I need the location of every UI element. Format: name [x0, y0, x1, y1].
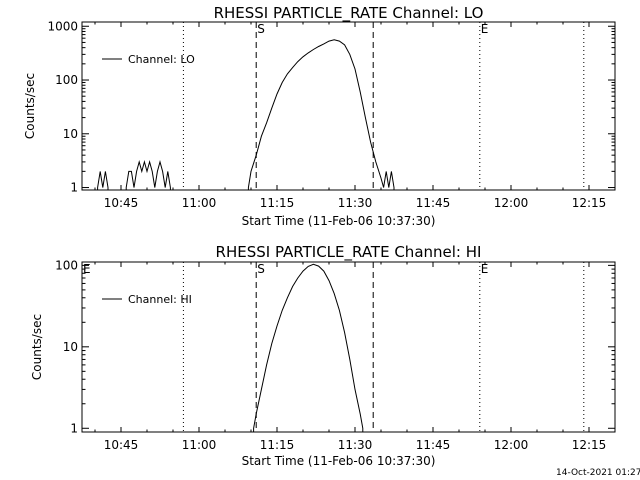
- y-tick-label: 1: [70, 181, 78, 195]
- marker-label: E: [481, 22, 489, 36]
- x-tick-label: 11:15: [260, 438, 295, 452]
- marker-label: S: [257, 22, 265, 36]
- legend-entry: Channel: LO: [128, 53, 195, 66]
- x-tick-label: 11:45: [416, 196, 451, 210]
- x-tick-label: 10:45: [104, 438, 139, 452]
- x-tick-label: 11:45: [416, 438, 451, 452]
- chart-title: RHESSI PARTICLE_RATE Channel: HI: [216, 243, 482, 262]
- y-axis-label: Counts/sec: [23, 73, 37, 139]
- x-tick-label: 10:45: [104, 196, 139, 210]
- legend-entry: Channel: HI: [128, 293, 192, 306]
- y-tick-label: 100: [55, 73, 78, 87]
- x-tick-label: 12:15: [572, 196, 607, 210]
- marker-label: E: [481, 262, 489, 276]
- x-axis-label: Start Time (11-Feb-06 10:37:30): [242, 454, 436, 468]
- x-tick-label: 12:00: [494, 438, 529, 452]
- y-tick-label: 1: [70, 421, 78, 435]
- marker-label: S: [257, 262, 265, 276]
- y-tick-label: 1000: [47, 19, 78, 33]
- series-line: [253, 263, 364, 432]
- x-tick-label: 11:00: [182, 438, 217, 452]
- y-tick-label: 10: [63, 127, 78, 141]
- chart-panel-lo: RHESSI PARTICLE_RATE Channel: LOS E 10:45 1…: [23, 4, 616, 228]
- footer-timestamp: 14-Oct-2021 01:27: [556, 468, 640, 478]
- x-tick-label: 11:30: [338, 196, 373, 210]
- chart-panel-hi: RHESSI PARTICLE_RATE Channel: HIE S E10:45…: [30, 243, 616, 468]
- x-axis-label: Start Time (11-Feb-06 10:37:30): [242, 214, 436, 228]
- x-tick-label: 12:15: [572, 438, 607, 452]
- y-tick-label: 100: [55, 258, 78, 272]
- x-tick-label: 12:00: [494, 196, 529, 210]
- x-tick-label: 11:15: [260, 196, 295, 210]
- chart-title: RHESSI PARTICLE_RATE Channel: LO: [214, 4, 484, 23]
- y-tick-label: 10: [63, 340, 78, 354]
- plot-frame: [81, 261, 616, 433]
- plot-frame: [81, 21, 616, 191]
- marker-label: E: [83, 262, 91, 276]
- series-line: [97, 171, 109, 190]
- series-line: [247, 39, 395, 190]
- x-tick-label: 11:30: [338, 438, 373, 452]
- x-tick-label: 11:00: [182, 196, 217, 210]
- series-line: [125, 160, 171, 190]
- y-axis-label: Counts/sec: [30, 314, 44, 380]
